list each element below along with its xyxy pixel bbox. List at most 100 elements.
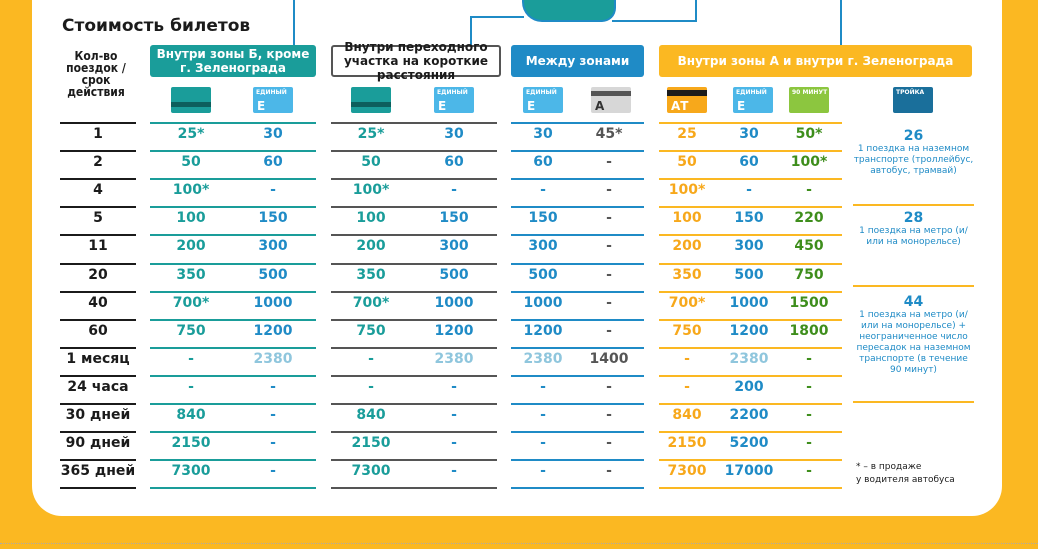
price-cell: 100* bbox=[352, 182, 390, 199]
price-cell: - bbox=[806, 435, 812, 452]
table-rule bbox=[150, 234, 316, 237]
table-rule bbox=[511, 234, 644, 237]
row-header: 11 bbox=[88, 238, 108, 255]
price-cell: 500 bbox=[439, 266, 469, 283]
price-cell: - bbox=[451, 435, 457, 452]
card-letter: А bbox=[595, 99, 605, 113]
price-cell: 100* bbox=[790, 154, 828, 171]
table-rule bbox=[150, 206, 316, 209]
price-cell: - bbox=[540, 435, 546, 452]
troika-info-3: 44 1 поездка на метро (и/или на монорель… bbox=[853, 294, 974, 376]
price-cell: 300 bbox=[528, 238, 558, 255]
card-letter: Е bbox=[438, 99, 447, 113]
footnote-line-1: * – в продаже bbox=[856, 462, 922, 472]
card-label: ЕДИНЫЙ bbox=[736, 89, 767, 96]
table-rule bbox=[659, 403, 842, 405]
table-rule bbox=[511, 403, 644, 405]
price-cell: 50 bbox=[181, 154, 201, 171]
card-letter: Е bbox=[527, 99, 536, 113]
table-rule bbox=[331, 374, 497, 377]
price-cell: - bbox=[606, 294, 612, 311]
price-cell: 100 bbox=[356, 210, 386, 227]
troika-price: 28 bbox=[903, 210, 924, 226]
group-header-zone-a: Внутри зоны А и внутри г. Зеленограда bbox=[659, 45, 972, 77]
info-divider bbox=[853, 204, 974, 206]
decor-line bbox=[293, 0, 295, 45]
price-cell: 300 bbox=[734, 238, 764, 255]
card-stripe bbox=[171, 102, 211, 107]
price-cell: - bbox=[606, 322, 612, 339]
group-header-transition: Внутри переходного участка на короткие р… bbox=[331, 40, 501, 82]
table-rule bbox=[60, 150, 136, 153]
table-rule bbox=[331, 206, 497, 209]
content-panel bbox=[32, 0, 1002, 516]
table-rule bbox=[511, 318, 644, 321]
troika-desc: 1 поездка на наземном транспорте (тролле… bbox=[853, 144, 974, 176]
price-cell: 1000 bbox=[253, 294, 293, 311]
table-rule bbox=[659, 431, 842, 434]
ticket-card-ediny-gray-icon: А bbox=[591, 87, 631, 113]
price-cell: 45* bbox=[595, 126, 623, 142]
table-rule bbox=[511, 206, 644, 209]
troika-price: 44 bbox=[903, 294, 924, 310]
price-cell: 25* bbox=[357, 126, 385, 142]
price-cell: 2150 bbox=[667, 435, 707, 452]
table-rule bbox=[659, 262, 842, 265]
row-header: 5 bbox=[93, 210, 103, 227]
row-header-label: Кол-во поездок / срок действия bbox=[66, 49, 126, 99]
price-cell: 60 bbox=[444, 154, 464, 171]
price-cell: 220 bbox=[794, 210, 824, 227]
price-cell: - bbox=[188, 350, 194, 367]
price-cell: 50* bbox=[795, 126, 823, 142]
price-cell: 500 bbox=[528, 266, 558, 283]
row-header: 365 дней bbox=[60, 463, 136, 480]
price-cell: - bbox=[746, 182, 752, 199]
price-cell: 30 bbox=[533, 126, 553, 142]
price-cell: - bbox=[270, 407, 276, 423]
price-cell: 500 bbox=[258, 266, 288, 283]
decor-line bbox=[695, 0, 697, 22]
row-header: 30 дней bbox=[65, 407, 131, 423]
price-cell: - bbox=[451, 378, 457, 395]
price-cell: 100* bbox=[172, 182, 210, 199]
troika-info-2: 28 1 поездка на метро (и/или на монорель… bbox=[853, 210, 974, 248]
price-cell: 25* bbox=[177, 126, 205, 142]
price-cell: 1000 bbox=[523, 294, 563, 311]
price-cell: - bbox=[540, 182, 546, 199]
table-rule bbox=[150, 122, 316, 124]
price-cell: 60 bbox=[263, 154, 283, 171]
table-rule bbox=[150, 290, 316, 293]
row-header: 20 bbox=[88, 266, 108, 283]
row-header: 4 bbox=[93, 182, 103, 199]
price-cell: - bbox=[606, 407, 612, 423]
price-cell: 350 bbox=[176, 266, 206, 283]
price-cell: 100 bbox=[176, 210, 206, 227]
price-cell: - bbox=[606, 266, 612, 283]
table-rule bbox=[331, 431, 497, 434]
price-cell: 17000 bbox=[724, 463, 774, 480]
ticket-card-ediny-icon: ЕДИНЫЙ Е bbox=[523, 87, 563, 113]
table-rule bbox=[511, 374, 644, 377]
price-cell: 1200 bbox=[523, 322, 563, 339]
table-rule bbox=[150, 487, 316, 490]
table-rule bbox=[511, 487, 644, 490]
troika-desc: 1 поездка на метро (и/или на монорельсе)… bbox=[856, 310, 971, 375]
price-cell: - bbox=[540, 407, 546, 423]
table-rule bbox=[511, 431, 644, 434]
price-cell: 200 bbox=[176, 238, 206, 255]
table-rule bbox=[60, 318, 136, 321]
price-cell: 7300 bbox=[171, 463, 211, 480]
table-rule bbox=[150, 431, 316, 434]
price-cell: - bbox=[806, 350, 812, 367]
table-rule bbox=[331, 487, 497, 490]
price-cell: - bbox=[806, 463, 812, 480]
table-rule bbox=[60, 262, 136, 265]
price-cell: - bbox=[270, 463, 276, 480]
info-divider bbox=[853, 285, 974, 287]
price-cell: 30 bbox=[739, 126, 759, 142]
price-cell: 1000 bbox=[434, 294, 474, 311]
table-rule bbox=[659, 206, 842, 209]
price-cell: - bbox=[684, 350, 690, 367]
price-cell: 350 bbox=[356, 266, 386, 283]
price-cell: 100 bbox=[672, 210, 702, 227]
